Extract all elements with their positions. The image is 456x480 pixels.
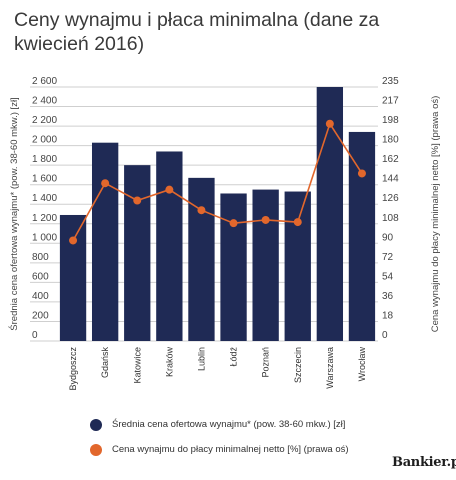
y2-tick-label: 126 (382, 193, 399, 204)
category-label: Lublin (196, 347, 206, 371)
bankier-logo: Bankier.pl (392, 455, 456, 470)
bar (348, 131, 376, 341)
legend-bar-swatch (90, 419, 102, 431)
y-tick-label: 0 (32, 330, 38, 341)
category-label: Poznań (261, 347, 271, 378)
y2-tick-label: 217 (382, 96, 399, 107)
ratio-point (133, 196, 142, 205)
y-tick-label: 2 000 (32, 135, 57, 146)
chart-title: Ceny wynajmu i płaca minimalna (dane za … (14, 9, 380, 55)
ratio-point (69, 236, 78, 245)
y2-tick-label: 54 (382, 271, 394, 282)
category-label: Warszawa (325, 347, 335, 389)
ratio-point (229, 219, 238, 228)
y2-tick-label: 0 (382, 330, 388, 341)
ratio-polyline (72, 121, 363, 241)
y2-tick-label: 90 (382, 232, 394, 243)
chart-area: 2 600 2 400 2 200 2 000 1 800 1 600 1 400 1 200… (8, 76, 441, 391)
y2-tick-label: 18 (382, 310, 394, 321)
y2-tick-label: 72 (382, 252, 394, 263)
ratio-point (261, 215, 270, 224)
left-axis-ticks: 2 600 2 400 2 200 2 000 1 800 1 600 1 400 1 200… (32, 76, 57, 341)
legend-line-label: Cena wynajmu do płacy minimalnej netto [… (112, 444, 349, 455)
legend-line-swatch (90, 444, 102, 456)
y-tick-label: 400 (32, 291, 49, 302)
y-tick-label: 1 400 (32, 193, 57, 204)
bar (252, 189, 279, 341)
y-tick-label: 2 600 (32, 76, 57, 87)
ratio-point (101, 179, 110, 188)
ratio-point (357, 169, 366, 178)
y-tick-label: 1 200 (32, 213, 57, 224)
category-label: Bydgoszcz (68, 347, 78, 391)
bars (59, 87, 376, 341)
y-tick-label: 2 400 (32, 96, 57, 107)
y2-tick-label: 180 (382, 135, 399, 146)
y-tick-label: 800 (32, 252, 49, 263)
y-tick-label: 1 800 (32, 154, 57, 165)
left-axis-title: Średnia cena ofertowa wynajmu* (pow. 38-… (8, 97, 20, 330)
ratio-point (325, 119, 334, 128)
category-label: Wrocław (357, 347, 367, 382)
bar (316, 87, 344, 341)
ratio-point (197, 206, 206, 215)
category-label: Kraków (164, 347, 174, 378)
y2-tick-label: 144 (382, 174, 399, 185)
y-tick-label: 1 600 (32, 174, 57, 185)
bar (220, 193, 247, 341)
category-label: Gdańsk (100, 347, 110, 379)
ratio-point (293, 218, 302, 227)
category-label: Szczecin (293, 347, 303, 383)
bar (156, 151, 183, 341)
right-axis-title: Cena wynajmu do płacy minimalnej netto [… (430, 96, 441, 333)
ratio-line (69, 119, 366, 245)
category-labels: Bydgoszcz Gdańsk Katowice Kraków Lublin Łódź P… (68, 347, 367, 391)
bar (59, 214, 87, 341)
category-label: Łódź (229, 347, 239, 367)
y2-tick-label: 198 (382, 115, 399, 126)
y2-tick-label: 36 (382, 291, 394, 302)
y2-tick-label: 108 (382, 213, 399, 224)
y2-tick-label: 162 (382, 154, 399, 165)
y-tick-label: 600 (32, 271, 49, 282)
bar (188, 177, 215, 341)
y-tick-label: 2 200 (32, 115, 57, 126)
y-tick-label: 1 000 (32, 232, 57, 243)
bar (124, 165, 151, 341)
y-tick-label: 200 (32, 310, 49, 321)
ratio-point (165, 185, 174, 194)
bar (91, 142, 119, 341)
bar (284, 191, 311, 341)
category-label: Katowice (132, 347, 142, 384)
legend-bar-label: Średnia cena ofertowa wynajmu* (pow. 38-… (112, 419, 346, 430)
y2-tick-label: 235 (382, 76, 399, 87)
